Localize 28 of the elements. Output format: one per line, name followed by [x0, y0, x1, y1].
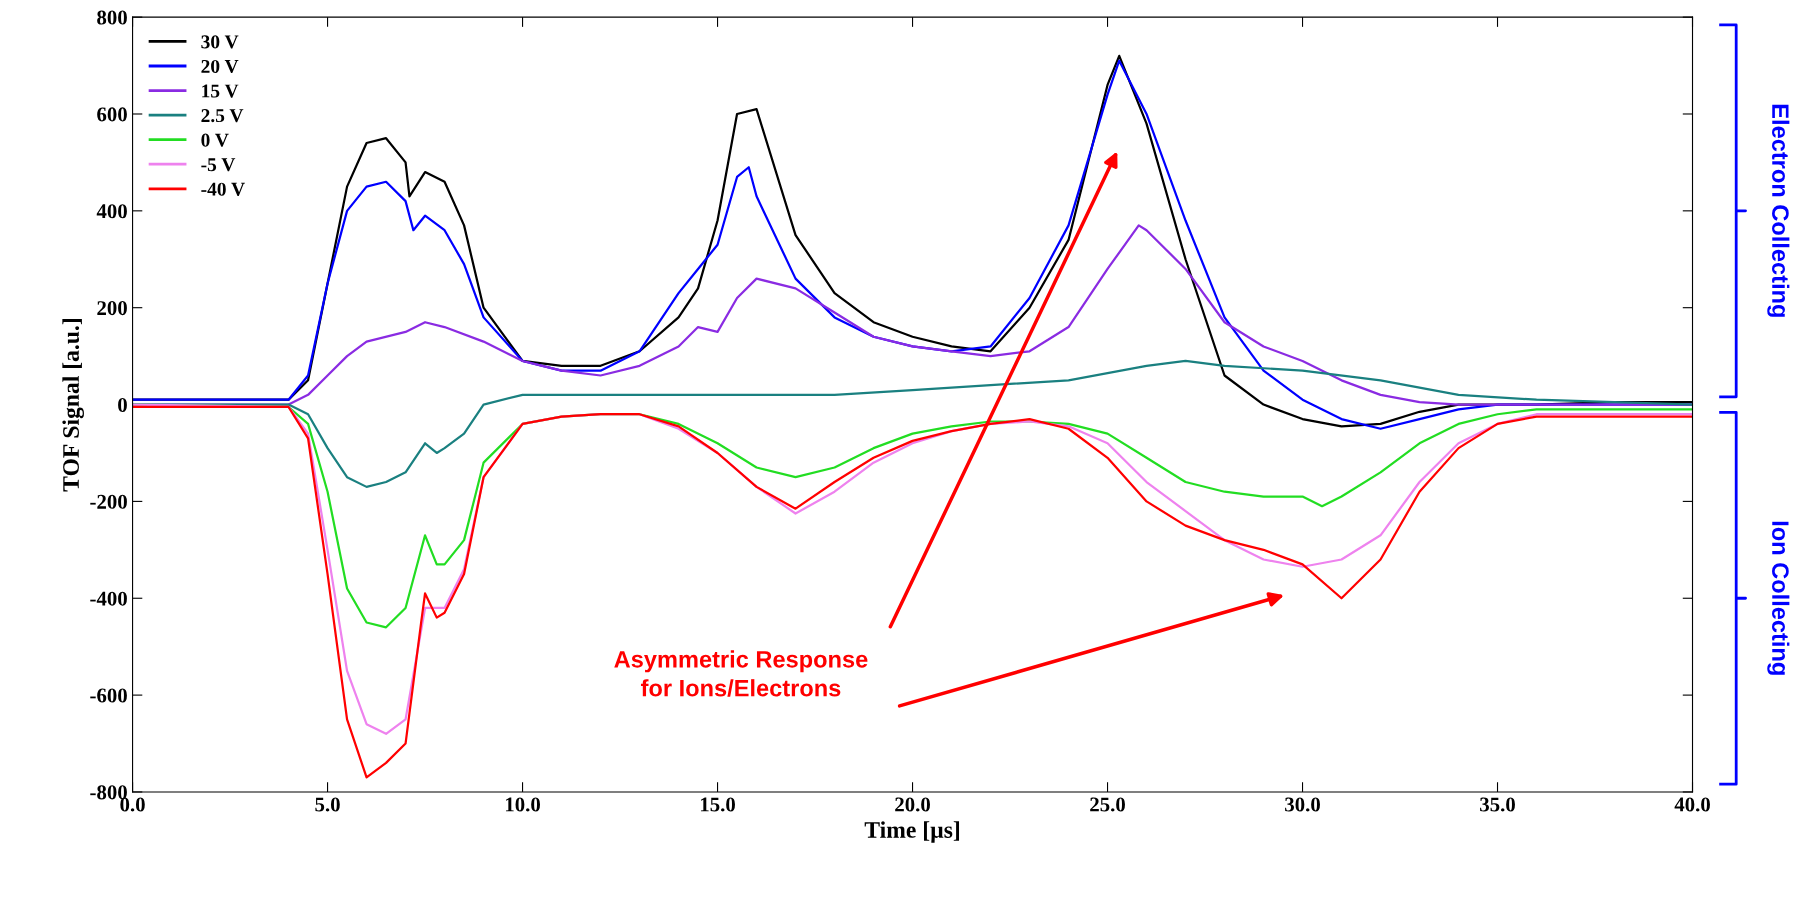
- text: Electron Collecting: [1767, 104, 1790, 317]
- legend-label: -5 V: [201, 158, 236, 172]
- legend-label: 20 V: [201, 59, 239, 74]
- x-tick-label: 20.0: [895, 797, 930, 812]
- x-tick-label: 30.0: [1285, 797, 1320, 812]
- y-tick-label: 600: [97, 107, 127, 122]
- x-tick-label: 40.0: [1674, 797, 1710, 812]
- x-axis-title: Time [µs]: [864, 821, 960, 843]
- legend-label: 15 V: [202, 84, 239, 98]
- legend-label: 0 V: [201, 133, 229, 147]
- x-tick-label: 15.0: [700, 797, 735, 812]
- x-tick-label: 5.0: [315, 797, 340, 812]
- y-tick-label: -200: [90, 494, 127, 509]
- y-tick-label: 0: [118, 397, 127, 412]
- x-tick-label: 35.0: [1480, 797, 1515, 812]
- annotation: Asymmetric Response for Ions/Electrons: [614, 650, 868, 697]
- y-tick-label: 400: [96, 204, 127, 219]
- legend-label: 2.5 V: [201, 109, 244, 123]
- x-tick-label: 25.0: [1090, 797, 1125, 812]
- legend-label: 30 V: [201, 35, 239, 49]
- y-axis-title: TOF Signal [a.u.]: [62, 319, 84, 492]
- y-tick-label: 200: [97, 301, 127, 316]
- y-tick-label: 800: [97, 10, 127, 25]
- y-tick-label: -600: [90, 688, 127, 703]
- text: Ion Collecting: [1767, 521, 1790, 675]
- legend-label: -40 V: [201, 182, 245, 196]
- y-tick-label: -400: [90, 591, 127, 606]
- x-tick-label: 10.0: [505, 797, 540, 812]
